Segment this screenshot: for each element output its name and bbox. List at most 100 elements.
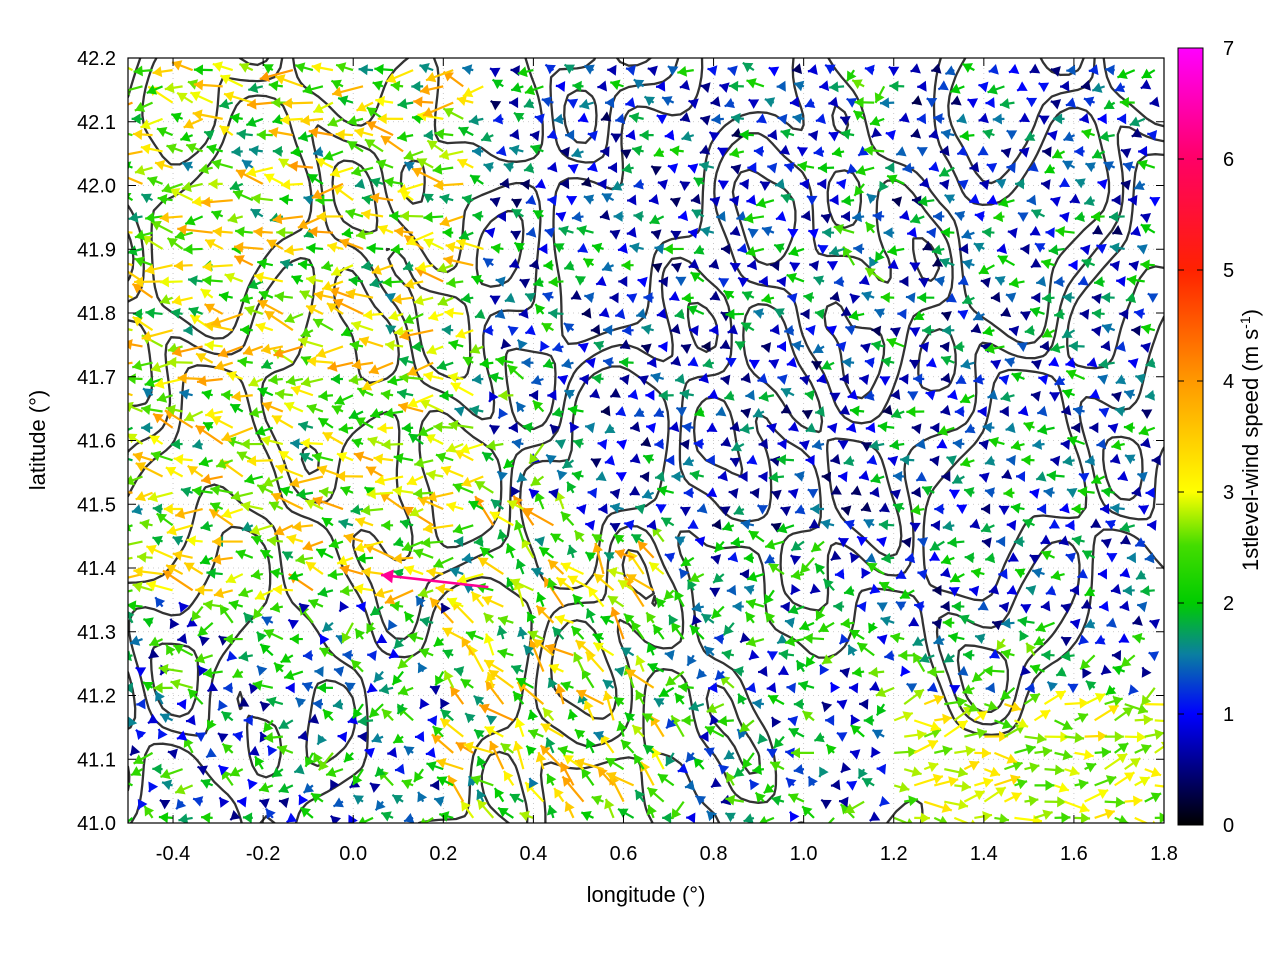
wind-vector-head (752, 764, 762, 775)
wind-vector-head (485, 680, 496, 692)
wind-vector-head (318, 759, 329, 771)
wind-vector-head (267, 745, 278, 757)
wind-vector (973, 710, 988, 722)
wind-vector (596, 766, 615, 787)
wind-vector-head (1029, 762, 1040, 773)
wind-vector-head (1085, 762, 1097, 773)
wind-vector (1154, 719, 1164, 723)
wind-vector (262, 719, 274, 733)
wind-vector (436, 776, 454, 787)
wind-vector-head (786, 777, 797, 789)
wind-vector-shaft (1154, 719, 1164, 723)
wind-vector (1054, 719, 1073, 731)
wind-vector-head (605, 758, 617, 768)
wind-vector-head (397, 703, 407, 714)
wind-vector-head (461, 801, 471, 812)
wind-vector-head (279, 797, 290, 809)
wind-vector (322, 708, 334, 722)
wind-vector (293, 763, 305, 775)
wind-vector-head (788, 727, 800, 738)
wind-vector (1114, 771, 1136, 787)
wind-vector (605, 757, 625, 771)
wind-vector-head (726, 772, 736, 783)
wind-vector (818, 766, 829, 778)
wind-vector-head (1139, 776, 1150, 787)
wind-vector (1034, 779, 1055, 791)
wind-vector (546, 773, 557, 786)
wind-vector (263, 731, 283, 743)
wind-vector (297, 730, 309, 742)
wind-vector (143, 805, 155, 819)
wind-vector-head (387, 746, 397, 758)
wind-vector (1084, 762, 1097, 773)
wind-vector (738, 719, 755, 733)
wind-vector-head (259, 798, 270, 809)
wind-vector-head (1152, 820, 1156, 823)
wind-vector (525, 744, 537, 756)
wind-vector-head (567, 709, 579, 720)
wind-vector (844, 800, 865, 814)
wind-vector (237, 796, 247, 808)
wind-vector-head (876, 763, 887, 775)
wind-vector-head (357, 715, 368, 727)
wind-vector (325, 766, 344, 778)
wind-vector (840, 762, 852, 774)
wind-vector-head (382, 709, 393, 720)
wind-vector (436, 758, 464, 771)
wind-vector (1074, 778, 1089, 790)
wind-vector-head (393, 733, 404, 744)
wind-vector-head (545, 737, 556, 749)
wind-vector (187, 688, 204, 705)
wind-vector-head (771, 717, 782, 728)
wind-vector-head (718, 764, 730, 775)
wind-vector-head (927, 761, 939, 773)
wind-vector (316, 734, 328, 746)
wind-vector (564, 801, 575, 819)
wind-vector-head (711, 777, 722, 788)
wind-vector-head (974, 790, 985, 801)
wind-vector (266, 696, 284, 708)
wind-vector (433, 796, 445, 807)
wind-vector-head (773, 737, 784, 749)
wind-vector (706, 810, 718, 822)
wind-vector (1094, 808, 1116, 820)
wind-vector (535, 751, 547, 770)
wind-vector-head (1012, 760, 1023, 771)
wind-vector-head (332, 698, 343, 710)
wind-vector-head (114, 587, 124, 598)
wind-vector (135, 728, 147, 741)
wind-vector (770, 795, 785, 806)
wind-vector (351, 768, 364, 786)
wind-vector-head (1108, 705, 1119, 715)
wind-vector-head (585, 738, 596, 750)
wind-vector (567, 709, 579, 721)
wind-vector-head (981, 747, 991, 759)
wind-vector (1124, 795, 1143, 807)
wind-vector (426, 761, 444, 772)
wind-vector (1094, 775, 1117, 787)
wind-vector-head (417, 791, 428, 803)
wind-vector-head (821, 799, 832, 810)
wind-vector-head (426, 761, 437, 772)
wind-vector-head (304, 756, 315, 767)
wind-vector (725, 794, 745, 806)
wind-vector (725, 771, 736, 786)
wind-vector-head (247, 779, 258, 790)
wind-vector (308, 713, 320, 724)
wind-vector-head (650, 716, 661, 727)
wind-vector-head (1140, 744, 1152, 755)
wind-vector (861, 777, 875, 788)
wind-vector-head (581, 811, 592, 822)
wind-vector (425, 747, 436, 759)
wind-vector-head (685, 751, 696, 763)
wind-vector (1024, 762, 1040, 773)
wind-vector-head (699, 730, 709, 742)
wind-vector-head (755, 792, 766, 803)
wind-vector-head (238, 697, 250, 707)
wind-vector-head (725, 812, 736, 823)
wind-vector-head (375, 799, 386, 811)
wind-vector (380, 811, 394, 822)
wind-vector-head (357, 731, 368, 743)
wind-vector-head (1080, 812, 1091, 823)
wind-vector-head (695, 795, 707, 806)
